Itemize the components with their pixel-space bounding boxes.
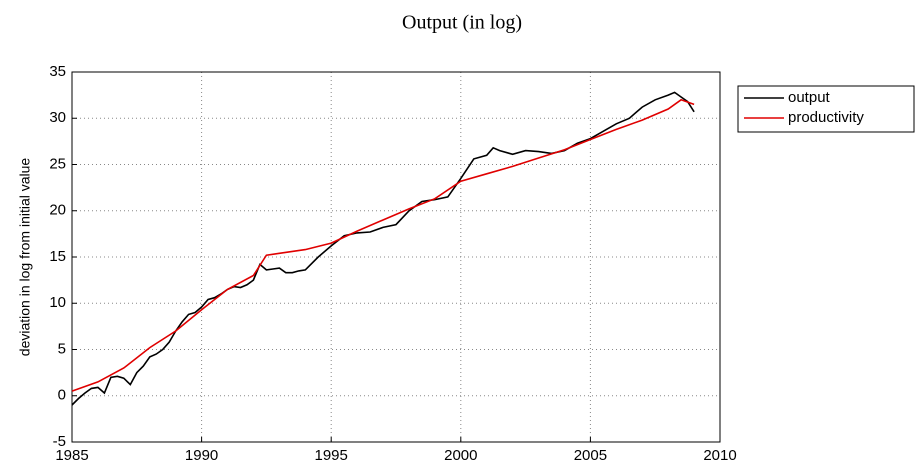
x-tick-label: 1985: [55, 447, 88, 464]
y-tick-label: 35: [49, 63, 66, 80]
y-tick-label: 10: [49, 294, 66, 311]
y-tick-label: -5: [53, 433, 66, 450]
chart-title: Output (in log): [402, 12, 522, 34]
y-tick-label: 25: [49, 155, 66, 172]
x-tick-label: 1995: [315, 447, 348, 464]
plot-frame: [71, 71, 721, 443]
y-tick-label: 0: [58, 387, 66, 404]
legend-box: [737, 85, 915, 133]
legend-label: productivity: [788, 109, 864, 126]
x-tick-label: 2005: [574, 447, 607, 464]
y-tick-label: 30: [49, 109, 66, 126]
series-line: [71, 98, 695, 392]
y-tick-label: 15: [49, 248, 66, 265]
legend-label: output: [788, 89, 831, 106]
y-tick-label: 20: [49, 202, 66, 219]
series-line: [71, 91, 695, 406]
x-tick-label: 2010: [703, 447, 736, 464]
x-tick-label: 2000: [444, 447, 477, 464]
y-axis-label: deviation in log from initial value: [17, 158, 33, 357]
y-tick-label: 5: [58, 340, 66, 357]
x-tick-label: 1990: [185, 447, 218, 464]
